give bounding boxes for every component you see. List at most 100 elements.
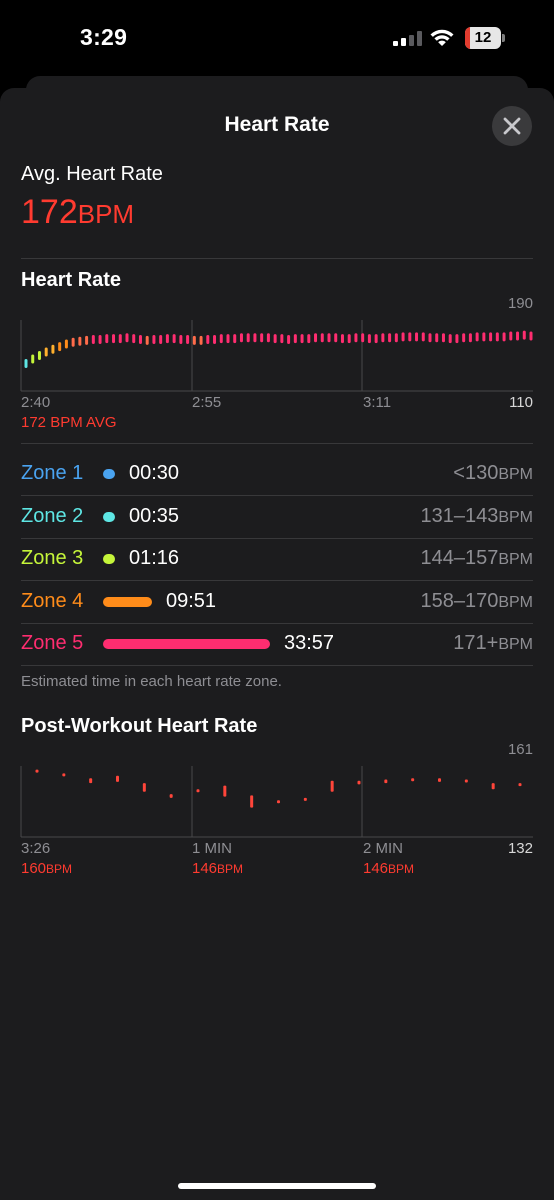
post-workout-sample — [89, 778, 93, 784]
post-workout-sample — [142, 783, 146, 792]
post-workout-sample — [196, 789, 200, 793]
divider — [21, 538, 533, 539]
zone-range: <130BPM — [453, 462, 533, 485]
post-workout-value-number: 160 — [21, 860, 47, 877]
zone-name: Zone 4 — [21, 590, 84, 612]
zone-row: Zone 2 00:35 131–143BPM — [0, 497, 554, 539]
divider — [21, 495, 533, 496]
post-workout-sample — [116, 775, 119, 782]
zone-bar — [103, 554, 115, 564]
zone-range-unit: BPM — [498, 466, 533, 483]
post-workout-value-unit: BPM — [46, 862, 73, 876]
post-workout-sample — [491, 783, 495, 790]
post-workout-sample — [277, 800, 280, 804]
zone-bar — [103, 639, 270, 649]
post-workout-sample — [438, 778, 441, 782]
zone-row: Zone 5 33:57 171+BPM — [0, 624, 554, 666]
wifi-icon — [430, 29, 454, 46]
post-workout-sample — [384, 779, 388, 784]
post-workout-value-number: 146 — [363, 860, 389, 877]
zone-row: Zone 4 09:51 158–170BPM — [0, 582, 554, 624]
zone-range-value: <130 — [453, 462, 499, 484]
post-workout-x-tick: 2 MIN — [363, 840, 404, 857]
zone-name: Zone 5 — [21, 632, 84, 654]
home-indicator[interactable] — [178, 1183, 376, 1189]
zone-range-unit: BPM — [498, 594, 533, 611]
post-workout-value: 160BPM — [21, 860, 72, 878]
zone-range: 171+BPM — [453, 632, 533, 655]
heart-rate-chart-max-label: 190 — [507, 295, 533, 312]
avg-heart-rate-value: 172BPM — [21, 193, 134, 232]
zone-row: Zone 3 01:16 144–157BPM — [0, 539, 554, 581]
zone-range-value: 144–157 — [420, 547, 499, 569]
divider — [21, 443, 533, 444]
zone-range: 144–157BPM — [420, 547, 533, 570]
post-workout-sample — [250, 795, 254, 808]
post-workout-sample — [411, 778, 415, 782]
zone-name: Zone 2 — [21, 505, 84, 527]
post-workout-sample — [330, 780, 334, 792]
zone-row: Zone 1 00:30 <130BPM — [0, 454, 554, 496]
zone-time: 09:51 — [166, 590, 217, 612]
post-workout-value: 146BPM — [192, 860, 243, 878]
zone-time: 00:30 — [129, 462, 180, 484]
zone-range-unit: BPM — [498, 551, 533, 568]
divider — [21, 580, 533, 581]
zone-bar — [103, 597, 152, 607]
divider — [21, 665, 533, 666]
post-workout-max-label: 161 — [507, 741, 533, 758]
close-button[interactable] — [492, 106, 532, 146]
post-workout-value-unit: BPM — [388, 862, 415, 876]
battery-icon: 12 — [465, 27, 505, 49]
status-time: 3:29 — [80, 24, 128, 50]
post-workout-value-unit: BPM — [217, 862, 244, 876]
avg-heart-rate-number: 172 — [21, 193, 78, 231]
avg-heart-rate-unit: BPM — [77, 199, 135, 229]
post-workout-sample — [169, 794, 173, 798]
sheet-title: Heart Rate — [224, 113, 330, 136]
zone-range-value: 158–170 — [420, 590, 499, 612]
heart-rate-x-tick: 3:11 — [363, 394, 392, 411]
zone-time: 01:16 — [129, 547, 180, 569]
heart-rate-chart-min-label: 110 — [509, 394, 533, 411]
post-workout-x-tick: 3:26 — [21, 840, 51, 857]
avg-bpm-caption: 172 BPM AVG — [21, 414, 117, 431]
zone-name: Zone 1 — [21, 462, 84, 484]
heart-rate-x-tick: 2:40 — [21, 394, 51, 411]
status-bar: 3:29 12 — [0, 0, 554, 76]
post-workout-value: 146BPM — [363, 860, 414, 878]
post-workout-value-number: 146 — [192, 860, 218, 877]
zone-name: Zone 3 — [21, 547, 84, 569]
post-workout-title: Post-Workout Heart Rate — [21, 715, 258, 737]
post-workout-sample — [62, 773, 66, 777]
zone-range-value: 171+ — [453, 632, 499, 654]
heart-rate-sheet — [0, 88, 554, 1200]
divider — [21, 623, 533, 624]
zone-range-unit: BPM — [498, 509, 533, 526]
heart-rate-chart — [20, 320, 533, 392]
post-workout-sample — [303, 797, 307, 801]
post-workout-sample — [518, 783, 522, 787]
avg-heart-rate-label: Avg. Heart Rate — [21, 163, 163, 185]
zone-bar — [103, 512, 115, 522]
post-workout-sample — [464, 779, 468, 783]
heart-rate-chart-title: Heart Rate — [21, 269, 122, 291]
zone-caption: Estimated time in each heart rate zone. — [21, 673, 282, 690]
heart-rate-x-tick: 2:55 — [192, 394, 222, 411]
post-workout-sample — [357, 780, 361, 785]
close-icon — [503, 117, 521, 135]
post-workout-chart — [20, 766, 533, 838]
zone-range-value: 131–143 — [420, 505, 499, 527]
post-workout-sample — [35, 769, 39, 773]
battery-level-text: 12 — [474, 29, 492, 46]
zone-time: 33:57 — [284, 632, 335, 654]
zone-time: 00:35 — [129, 505, 180, 527]
divider — [21, 258, 533, 259]
zone-bar — [103, 469, 115, 479]
post-workout-x-tick: 1 MIN — [192, 840, 233, 857]
cellular-signal-icon — [393, 30, 423, 46]
zone-range: 131–143BPM — [420, 505, 533, 528]
post-workout-min-label: 132 — [507, 840, 533, 857]
zone-range: 158–170BPM — [420, 590, 533, 613]
zone-range-unit: BPM — [498, 636, 533, 653]
